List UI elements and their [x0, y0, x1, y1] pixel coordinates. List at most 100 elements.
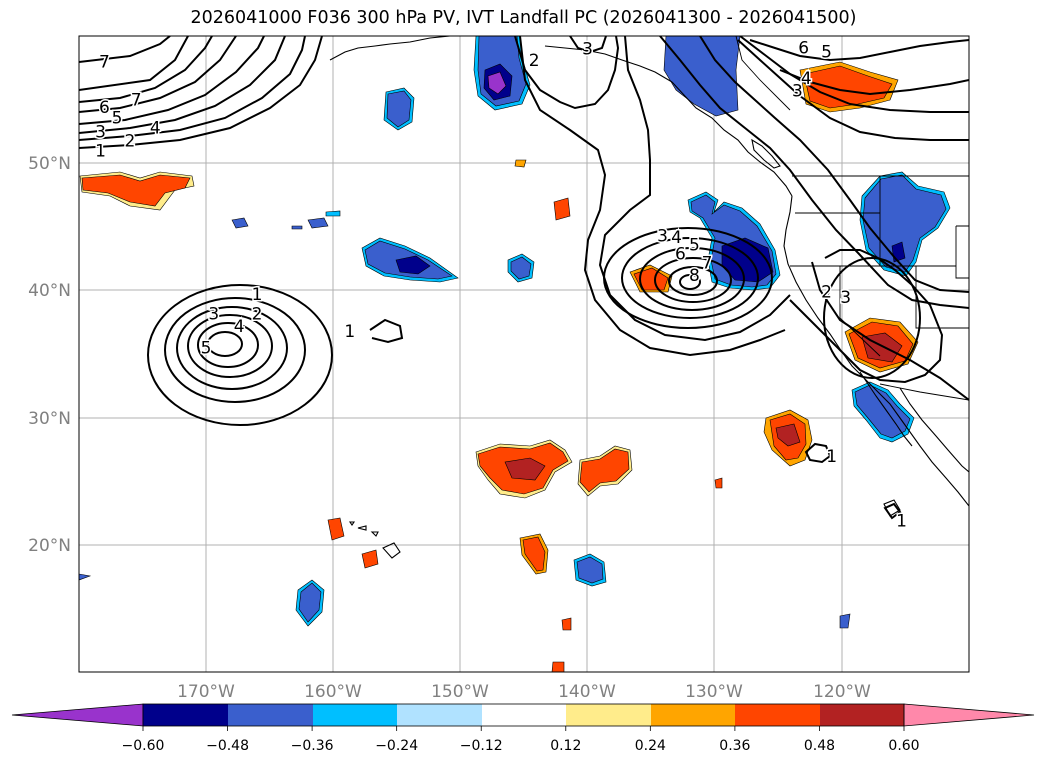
pv-contour-label: 1 [344, 322, 355, 342]
pv-contour-label: 1 [896, 512, 907, 532]
ivt-negative-area [307, 217, 329, 229]
ivt-positive-area [775, 423, 801, 447]
pv-contour [79, 36, 306, 141]
pv-contour [737, 39, 969, 141]
pv-contour [79, 36, 237, 113]
pv-contour-label: 3 [582, 40, 593, 60]
pv-contour [176, 306, 288, 390]
colorbar-tick-label: 0.12 [550, 738, 581, 754]
pv-contour [811, 261, 969, 401]
pv-contour-label: 1 [826, 447, 837, 467]
pv-contour-label: 4 [801, 69, 812, 89]
pv-contour-label: 3 [840, 288, 851, 308]
colorbar-tick-label: 0.60 [888, 738, 919, 754]
colorbar: −0.60 −0.48 −0.36 −0.24 −0.12 0.12 0.24 0.36 0.4… [11, 703, 1035, 754]
colorbar-tick-label: 0.36 [719, 738, 750, 754]
ivt-negative-area [510, 256, 532, 280]
pv-contour [197, 322, 259, 368]
pv-contour [749, 39, 969, 62]
ivt-positive-area [81, 174, 191, 207]
pv-contour [779, 69, 969, 96]
pv-contour [699, 36, 969, 293]
colorbar-tick-label: −0.12 [460, 738, 503, 754]
ivt-positive-area [803, 65, 893, 109]
pv-contour-label: 5 [689, 236, 700, 256]
lon-tick-label: 160°W [304, 682, 362, 702]
ivt-negative-area [231, 217, 249, 229]
pv-contour [598, 36, 791, 342]
ivt-fill-areas [79, 36, 951, 672]
coastline-gulf-california [899, 387, 969, 473]
pv-contour [804, 442, 832, 464]
ivt-negative-area [291, 225, 303, 230]
colorbar-segment [143, 704, 228, 726]
ivt-negative-area [386, 90, 412, 128]
pv-contour [659, 36, 969, 309]
pv-contour-label: 2 [529, 51, 540, 71]
colorbar-ticks: −0.60 −0.48 −0.36 −0.24 −0.12 0.12 0.24 0.36 0.4… [122, 726, 920, 754]
ivt-negative-area [79, 573, 92, 581]
pv-contour-label: 6 [99, 98, 110, 118]
ivt-positive-area [504, 457, 546, 481]
pv-contour [79, 36, 265, 125]
pv-contour [79, 36, 189, 91]
ivt-positive-area [579, 448, 630, 493]
island-hawaii [382, 542, 401, 559]
colorbar-tick-label: 0.24 [635, 738, 666, 754]
political-boundaries [735, 36, 969, 401]
lon-tick-label: 150°W [431, 682, 489, 702]
ivt-negative-area [395, 255, 431, 275]
ivt-negative-area [862, 174, 947, 273]
island-hawaii [370, 531, 379, 537]
coastline-baja [859, 371, 913, 447]
lon-tick-label: 140°W [558, 682, 616, 702]
ocean-background [79, 36, 969, 672]
pv-contour-label: 3 [208, 304, 219, 324]
border-state [915, 266, 969, 329]
map-title: 2026041000 F036 300 hPa PV, IVT Landfall… [190, 8, 857, 28]
ivt-positive-area [714, 477, 723, 489]
pv-contour [679, 274, 701, 290]
island-vancouver [751, 138, 781, 169]
colorbar-tick-label: −0.24 [375, 738, 418, 754]
island-hawaii [357, 525, 367, 531]
ivt-positive-area [561, 617, 572, 631]
coastlines [329, 36, 969, 559]
pv-contour-label: 6 [798, 38, 809, 58]
lat-tick-label: 20°N [28, 536, 71, 556]
colorbar-segment [651, 704, 735, 726]
pv-contour-label: 2 [124, 131, 135, 151]
pv-contour [823, 257, 921, 379]
pv-contour [79, 36, 171, 63]
pv-contour-label: 7 [702, 253, 713, 273]
pv-contour [519, 36, 786, 357]
colorbar-extend-low [11, 703, 144, 727]
coastline-alaska-gulf [544, 45, 673, 83]
pv-contour [187, 314, 273, 378]
ivt-negative-area [325, 210, 341, 217]
colorbar-tick-label: −0.60 [122, 738, 165, 754]
pv-contour [369, 318, 404, 344]
pv-contour-label: 5 [112, 108, 123, 128]
pv-contour-label: 7 [131, 91, 142, 111]
pv-contour [79, 36, 286, 134]
lat-tick-label: 40°N [28, 281, 71, 301]
coastline-alaska [329, 36, 451, 61]
pv-contour [639, 247, 745, 311]
pv-contour-label: 3 [657, 227, 668, 247]
ivt-positive-area [361, 549, 379, 569]
pv-contour [654, 257, 732, 303]
lat-axis: 20°N 30°N 40°N 50°N [28, 154, 71, 556]
ivt-positive-area [553, 197, 571, 221]
colorbar-segment [820, 704, 904, 726]
lon-tick-label: 120°W [813, 682, 871, 702]
pv-contour-label: 5 [201, 339, 212, 359]
colorbar-tick-label: −0.36 [291, 738, 334, 754]
map-border [78, 35, 970, 673]
colorbar-extend-high [903, 703, 1035, 727]
pv-contour-label: 3 [95, 122, 106, 142]
pv-contour [739, 36, 969, 113]
pv-contour [789, 249, 944, 384]
pv-contours [79, 36, 969, 520]
